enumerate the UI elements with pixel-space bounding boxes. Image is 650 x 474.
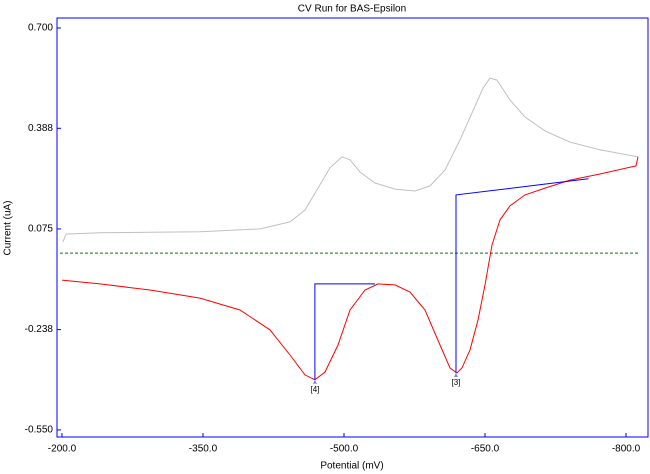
peak-marker — [312, 379, 317, 384]
x-axis-label: Potential (mV) — [320, 461, 383, 472]
curve — [314, 283, 375, 380]
x-tick-label: -200.0 — [48, 444, 77, 455]
curve — [61, 156, 639, 381]
y-tick-label: 0.075 — [28, 224, 53, 235]
y-tick-label: -0.550 — [25, 425, 54, 436]
y-axis-label: Current (uA) — [3, 200, 14, 255]
curve — [62, 77, 639, 242]
y-tick-label: 0.388 — [28, 123, 53, 134]
curve — [455, 178, 589, 373]
peak-label: [3] — [451, 378, 460, 387]
peak-marker — [453, 373, 458, 378]
x-tick-label: -500.0 — [330, 444, 359, 455]
x-tick-label: -800.0 — [612, 444, 641, 455]
y-tick-label: -0.238 — [25, 324, 54, 335]
x-tick-label: -650.0 — [471, 444, 500, 455]
x-tick-label: -350.0 — [189, 444, 218, 455]
plot-frame — [56, 17, 649, 438]
y-tick-label: 0.700 — [28, 23, 53, 34]
peak-label: [4] — [310, 385, 319, 394]
chart-title: CV Run for BAS-Epsilon — [298, 4, 406, 15]
